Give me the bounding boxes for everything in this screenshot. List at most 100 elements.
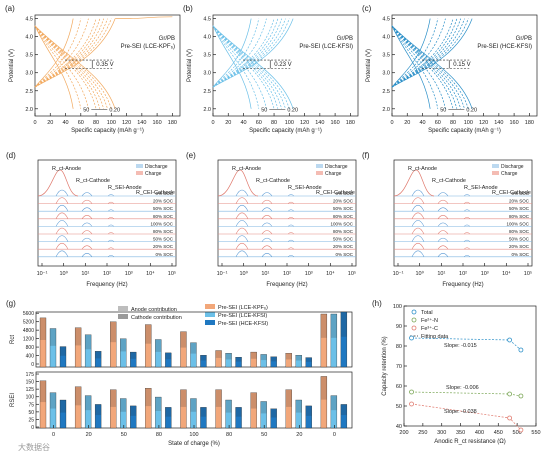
charge-curve: [212, 18, 275, 88]
bar-preseilcekpf: [74, 386, 82, 429]
drt-peak: [235, 227, 249, 235]
drt-peak-3: [107, 232, 115, 235]
bar-preseilcekfsi: [260, 354, 267, 368]
rate-small-label: 50: [261, 108, 267, 114]
x-tick-label: 20: [225, 120, 231, 126]
bar-contribution: [260, 401, 267, 414]
bar-preseilcekfsi: [225, 399, 232, 429]
x-tick-label: 10¹: [437, 271, 445, 277]
drt-peak-2: [81, 207, 93, 212]
bar-preseilcekpf: [180, 389, 187, 429]
annotation-rct-anode: R_ct-Anode: [232, 166, 261, 172]
x-tick-label: 10³: [305, 271, 313, 277]
drt-peak-2: [437, 237, 449, 242]
bar-contribution: [320, 314, 327, 338]
x-tick-label: 400: [475, 430, 484, 436]
x-tick-label: 100: [285, 120, 294, 126]
bar-contribution: [145, 388, 152, 407]
drt-peak-3: [107, 217, 115, 219]
drt-peak-3: [287, 194, 295, 197]
drt-peak-3: [463, 194, 471, 197]
drt-peak: [411, 189, 425, 197]
drt-peak-2: [261, 207, 273, 212]
soc-label: 50% SOC: [333, 237, 354, 242]
bar-contribution: [270, 356, 277, 362]
legend-swatch-discharge: [136, 164, 143, 168]
drt-peak-2: [437, 253, 449, 257]
drt-peak-2: [437, 245, 449, 250]
drt-peak: [55, 242, 69, 250]
charge-curve: [391, 18, 473, 88]
drt-peak-3: [107, 201, 115, 204]
charge-curve: [212, 18, 260, 88]
legend-label: Fitting data: [421, 334, 449, 340]
panel-h: (h) 200 250 300 350 400 450 500 550 40 50 60 70 80 90 1…: [372, 299, 541, 445]
x-tick-label: 10⁰: [60, 270, 69, 277]
bar-contribution: [85, 395, 92, 411]
soc-label: 50% SOC: [153, 206, 174, 211]
x-tick-label: 10⁵: [524, 270, 532, 277]
legend-marker: [411, 325, 417, 331]
panel-title-2: Pre-SEI (LCE-KPF₆): [121, 44, 175, 50]
soc-label: 50% SOC: [509, 237, 530, 242]
y-tick-label: 4.5: [25, 17, 33, 23]
y-tick-label: 5600: [23, 311, 34, 317]
bar-preseilcekpf: [250, 351, 257, 368]
drt-peak-3: [107, 209, 115, 212]
legend-charge: Charge: [501, 171, 518, 177]
drt-peak: [411, 227, 425, 235]
panel-letter: (f): [362, 151, 370, 160]
discharge-curve: [34, 25, 97, 109]
drt-peak-2: [81, 215, 93, 219]
drt-peak-3: [463, 217, 471, 219]
x-tick-label: 100: [464, 120, 473, 126]
x-tick-label: 350: [456, 430, 465, 436]
x-axis-label: Specific capacity (mAh g⁻¹): [428, 128, 501, 134]
x-tick-label: 10³: [125, 271, 133, 277]
drt-peak: [235, 197, 249, 204]
x-tick-label: 10⁵: [348, 270, 356, 277]
x-tick-label: 50: [121, 432, 127, 438]
rate-small-label: 50: [440, 108, 446, 114]
annotation-rsei-anode: R_SEI-Anode: [464, 185, 498, 191]
bar-preseilcekfsi: [120, 338, 127, 368]
drt-peak-3: [463, 224, 471, 227]
drt-peak: [235, 212, 249, 219]
bar-contribution: [95, 351, 102, 359]
drt-peak-2: [81, 230, 93, 235]
panel-g: (g) Anode contribution Cathode contributio…: [6, 299, 353, 447]
drt-peak-2: [261, 245, 273, 250]
bar-preseihcekfsi: [130, 351, 137, 368]
bar-contribution: [200, 407, 207, 417]
charge-curve: [34, 18, 82, 88]
x-tick-label: 80: [156, 432, 162, 438]
drt-peak: [55, 212, 69, 219]
x-tick-label: 10¹: [261, 271, 269, 277]
bar-preseilcekpf: [320, 313, 328, 368]
legend-series: Pre-SEI (LCE-KFSI): [218, 313, 267, 319]
soc-label: 100% SOC: [150, 221, 173, 226]
drt-peak-2: [261, 199, 273, 204]
bar-preseihcekfsi: [340, 311, 348, 368]
drt-peak-3: [107, 194, 115, 197]
drt-peak: [235, 235, 249, 242]
drt-peak-3: [287, 217, 295, 219]
drt-peak: [411, 235, 425, 242]
legend-cathode: Cathode contribution: [131, 315, 182, 321]
polarization-value: 0.23 V: [274, 62, 291, 68]
y-axis-label: Potential (V): [366, 49, 372, 82]
drt-peak-3: [107, 255, 115, 257]
annotation-rsei-anode: R_SEI-Anode: [288, 185, 322, 191]
bar-contribution: [295, 355, 302, 361]
bar-contribution: [165, 407, 172, 417]
bar-contribution: [340, 312, 347, 337]
discharge-curve: [34, 25, 89, 109]
drt-peak-3: [107, 247, 115, 250]
x-tick-label: 80: [93, 120, 99, 126]
bar-preseilcekpf: [250, 392, 257, 429]
drt-peak-2: [437, 192, 449, 197]
discharge-curve: [34, 25, 116, 109]
bar-preseilcekpf: [285, 389, 292, 429]
charge-curve: [34, 18, 97, 88]
discharge-curve: [391, 25, 454, 109]
